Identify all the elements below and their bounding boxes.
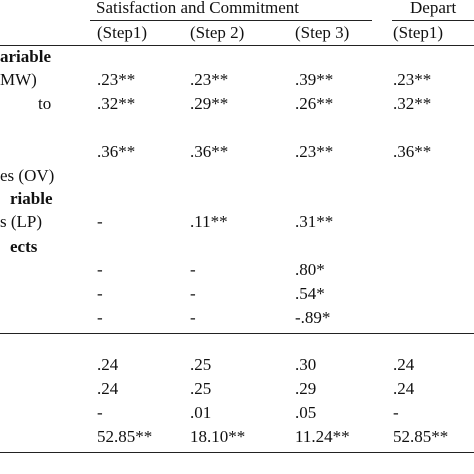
cell: .23** [97, 70, 136, 89]
group-title: Depart [410, 0, 457, 17]
cell: 52.85** [97, 427, 153, 446]
group-title: Satisfaction and Commitment [96, 0, 300, 17]
step-header: (Step 2) [190, 23, 245, 42]
header-rule [0, 45, 474, 46]
cell: .36** [190, 142, 229, 161]
cell: .24 [393, 355, 415, 374]
cell: .26** [295, 94, 334, 113]
cell: .36** [97, 142, 136, 161]
cell: - [97, 260, 103, 279]
cell: .24 [393, 379, 415, 398]
cell: .11** [190, 212, 228, 231]
cell: .54* [295, 284, 325, 303]
cell: - [190, 284, 196, 303]
cell: 11.24** [295, 427, 350, 446]
row-label: riable [10, 189, 53, 208]
cell: .23** [393, 70, 432, 89]
cell: .25 [190, 355, 212, 374]
cell: .32** [393, 94, 432, 113]
cell: .30 [295, 355, 317, 374]
step-header: (Step1) [97, 23, 148, 42]
cell: .29** [190, 94, 229, 113]
section-rule [0, 333, 474, 334]
cell: .24 [97, 355, 119, 374]
cell: - [190, 260, 196, 279]
cell: .23** [190, 70, 229, 89]
cell: - [97, 403, 103, 422]
bottom-rule [0, 452, 474, 453]
cell: .05 [295, 403, 317, 422]
cell: .23** [295, 142, 334, 161]
cell: 18.10** [190, 427, 246, 446]
step-header: (Step1) [393, 23, 444, 42]
row-label: to [38, 94, 52, 113]
cell: - [97, 284, 103, 303]
cell: .24 [97, 379, 119, 398]
row-label: es (OV) [0, 166, 55, 185]
row-label: MW) [0, 70, 37, 89]
cell: .01 [190, 403, 212, 422]
row-label: s (LP) [0, 212, 43, 231]
cell: - [190, 308, 196, 327]
cell: .25 [190, 379, 212, 398]
cell: - [97, 308, 103, 327]
cell: -.89* [295, 308, 331, 327]
cell: .39** [295, 70, 334, 89]
row-label: ariable [0, 47, 51, 66]
cell: .32** [97, 94, 136, 113]
group-rule [90, 20, 372, 21]
cell: .29 [295, 379, 317, 398]
cell: - [97, 212, 103, 231]
cell: 52.85** [393, 427, 449, 446]
group-rule [392, 20, 474, 21]
cell: .36** [393, 142, 432, 161]
row-label: ects [10, 237, 38, 256]
step-header: (Step 3) [295, 23, 350, 42]
cell: .80* [295, 260, 325, 279]
cell: .31** [295, 212, 334, 231]
cell: - [393, 403, 399, 422]
